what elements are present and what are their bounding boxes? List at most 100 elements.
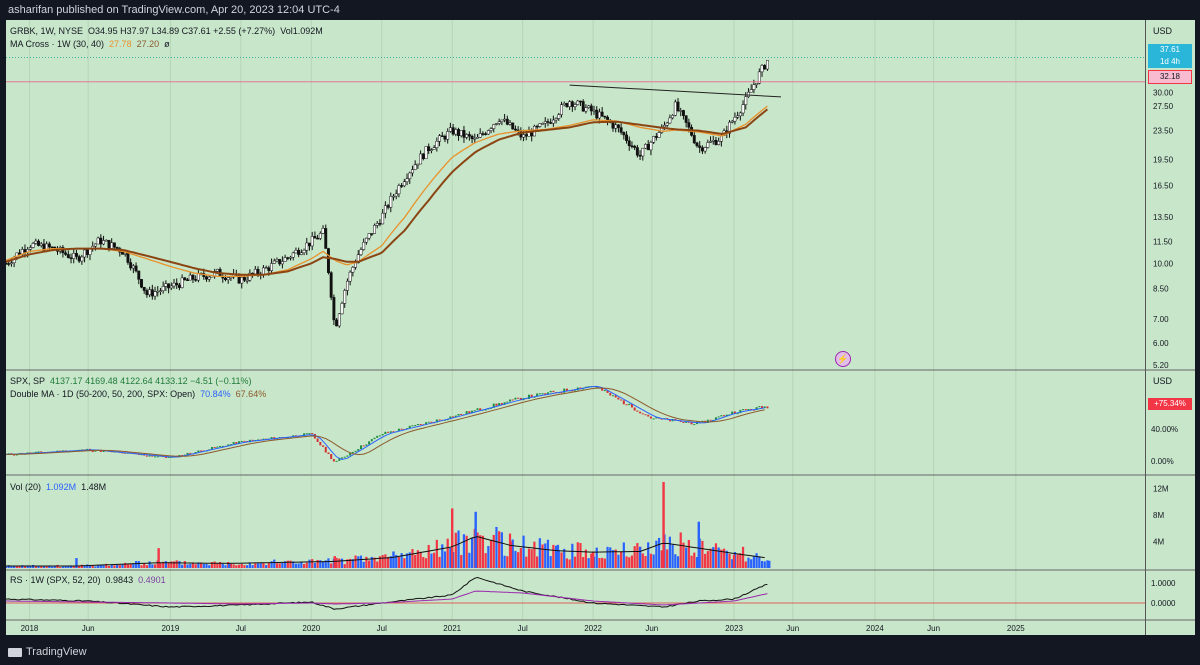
candle-body-273 — [744, 96, 748, 105]
volume-bar-43 — [121, 564, 124, 568]
volume-bar-70 — [194, 564, 197, 568]
spx-candle-85 — [235, 442, 238, 444]
volume-bar-146 — [400, 553, 403, 568]
spx-candle-155 — [425, 422, 428, 425]
volume-legend[interactable]: Vol (20) 1.092M 1.48M — [10, 482, 106, 492]
candle-body-63 — [175, 282, 179, 286]
volume-bar-84 — [232, 564, 235, 568]
candle-body-259 — [706, 142, 710, 148]
spx-candle-132 — [362, 445, 365, 447]
volume-bar-72 — [200, 562, 203, 568]
spx-tick-label-1: 0.00% — [1151, 457, 1174, 466]
spx-candle-274 — [747, 409, 750, 411]
spx-candle-113 — [311, 433, 314, 435]
volume-bar-14 — [42, 565, 46, 568]
candle-body-36 — [102, 240, 106, 245]
price-axis[interactable]: 30.00 27.50 23.50 19.50 16.50 13.50 11.50 10.00… — [1145, 20, 1195, 635]
volume-bar-171 — [468, 552, 471, 568]
volume-bar-71 — [197, 562, 200, 568]
spx-candle-238 — [649, 416, 652, 419]
candle-body-188 — [513, 128, 517, 131]
candle-body-200 — [546, 121, 550, 123]
spx-candle-185 — [506, 401, 509, 403]
time-label-7: Jul — [518, 624, 528, 633]
volume-bar-145 — [397, 557, 401, 568]
volume-bar-172 — [470, 537, 474, 568]
volume-bar-226 — [617, 554, 620, 568]
spx-candle-278 — [758, 406, 761, 408]
volume-bar-79 — [218, 562, 222, 568]
double-ma-v2: 67.64% — [235, 389, 267, 399]
volume-bar-119 — [327, 558, 330, 568]
spx-candle-168 — [460, 413, 463, 415]
rs-legend[interactable]: RS · 1W (SPX, 52, 20) 0.9843 0.4901 — [10, 575, 166, 585]
volume-bar-142 — [389, 556, 392, 568]
volume-spike-12 — [697, 521, 700, 568]
level-price-badge: 32.18 — [1148, 70, 1192, 84]
candle-body-237 — [646, 144, 650, 151]
ma-cross-legend[interactable]: MA Cross · 1W (30, 40) 27.78 27.20 ø — [10, 39, 170, 49]
volume-bar-107 — [294, 563, 298, 568]
volume-bar-133 — [365, 556, 368, 568]
volume-bar-75 — [208, 565, 211, 568]
volume-bar-96 — [265, 565, 268, 568]
volume-bar-33 — [94, 566, 97, 568]
spx-candle-119 — [327, 452, 330, 455]
rs-ma-line — [6, 590, 768, 606]
candle-body-166 — [454, 129, 458, 135]
volume-tick-label-1: 8M — [1153, 511, 1164, 520]
chart-canvas[interactable]: 2018 Jun 2019 Jul 2020 Jul 2021 Jul 2022 Jun 2023 J… — [4, 20, 1145, 635]
spx-candle-116 — [319, 441, 322, 446]
candle-body-41 — [115, 246, 119, 249]
volume-bar-155 — [424, 558, 428, 568]
spx-candle-65 — [181, 455, 184, 457]
candle-body-183 — [500, 119, 504, 123]
candle-body-177 — [484, 133, 488, 136]
volume-bar-246 — [671, 544, 674, 568]
volume-bar-45 — [126, 564, 130, 568]
volume-bar-168 — [460, 554, 463, 568]
volume-bar-247 — [674, 554, 677, 568]
candle-body-103 — [283, 257, 287, 262]
volume-bar-264 — [720, 549, 723, 568]
candle-body-151 — [413, 164, 417, 170]
volume-bar-51 — [143, 563, 146, 568]
chart-area[interactable]: 2018 Jun 2019 Jul 2020 Jul 2021 Jul 2022 Jun 2023 J… — [4, 20, 1145, 635]
spx-candle-80 — [221, 445, 224, 447]
candle-body-11 — [34, 240, 38, 244]
double-ma-legend[interactable]: Double MA · 1D (50-200, 50, 200, SPX: Op… — [10, 389, 266, 399]
spx-candle-237 — [647, 414, 650, 417]
volume-bar-0 — [4, 566, 8, 568]
lightning-icon[interactable]: ⚡ — [835, 351, 851, 367]
candle-body-158 — [432, 147, 436, 150]
spx-candle-87 — [240, 440, 243, 442]
volume-bar-210 — [573, 556, 577, 568]
volume-bar-139 — [381, 555, 384, 568]
spx-candle-268 — [731, 411, 734, 415]
spx-candle-60 — [167, 456, 170, 458]
tradingview-logo[interactable]: TradingView — [8, 640, 87, 665]
volume-bar-140 — [384, 554, 387, 568]
volume-bar-58 — [162, 561, 165, 568]
spx-candle-279 — [761, 406, 764, 409]
candle-body-218 — [595, 109, 599, 119]
spx-candle-175 — [479, 408, 482, 411]
spx-candle-121 — [332, 459, 335, 462]
candle-body-271 — [738, 112, 742, 117]
volume-bar-64 — [178, 561, 181, 568]
time-label-6: 2021 — [443, 624, 461, 633]
spx-candle-135 — [370, 439, 373, 442]
volume-bar-24 — [69, 565, 73, 568]
volume-bar-95 — [262, 562, 265, 568]
candle-body-272 — [741, 104, 745, 114]
candle-body-206 — [562, 103, 566, 105]
volume-bar-55 — [153, 564, 157, 568]
volume-pane — [4, 482, 771, 568]
spx-candle-271 — [739, 409, 742, 414]
candle-body-92 — [253, 269, 257, 275]
volume-bar-271 — [739, 553, 742, 568]
candle-body-90 — [248, 272, 252, 281]
volume-bar-179 — [489, 539, 493, 568]
volume-bar-232 — [633, 546, 636, 568]
candle-body-60 — [167, 283, 171, 289]
